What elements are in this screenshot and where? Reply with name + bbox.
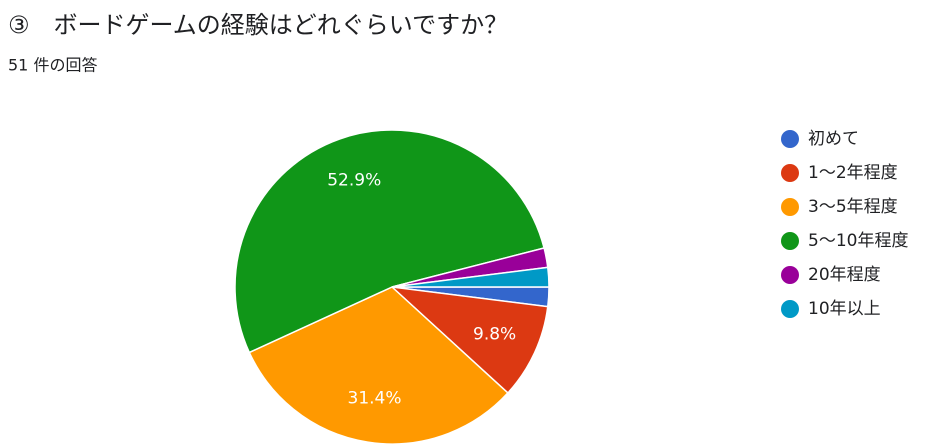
slice-label: 31.4%	[348, 389, 402, 409]
legend-label: 20年程度	[808, 265, 881, 285]
legend-marker	[781, 164, 799, 182]
legend-marker	[781, 232, 799, 250]
pie-slice	[389, 285, 549, 395]
legend-label: 10年以上	[808, 299, 881, 319]
pie-slice	[391, 266, 550, 288]
legend-marker	[781, 130, 799, 148]
legend-marker	[781, 198, 799, 216]
legend-label: 5〜10年程度	[808, 231, 908, 251]
legend-label: 3〜5年程度	[808, 197, 898, 217]
slice-label: 52.9%	[327, 170, 381, 190]
legend-label: 初めて	[808, 129, 859, 149]
pie-slice	[248, 286, 509, 445]
chart-title: ③ ボードゲームの経験はどれぐらいですか？	[8, 11, 508, 39]
chart-subtitle: 51 件の回答	[8, 56, 97, 75]
legend-label: 1〜2年程度	[808, 163, 898, 183]
legend-marker	[781, 266, 799, 284]
legend-marker	[781, 300, 799, 318]
slice-label: 9.8%	[473, 324, 516, 344]
pie-slice	[234, 129, 545, 354]
